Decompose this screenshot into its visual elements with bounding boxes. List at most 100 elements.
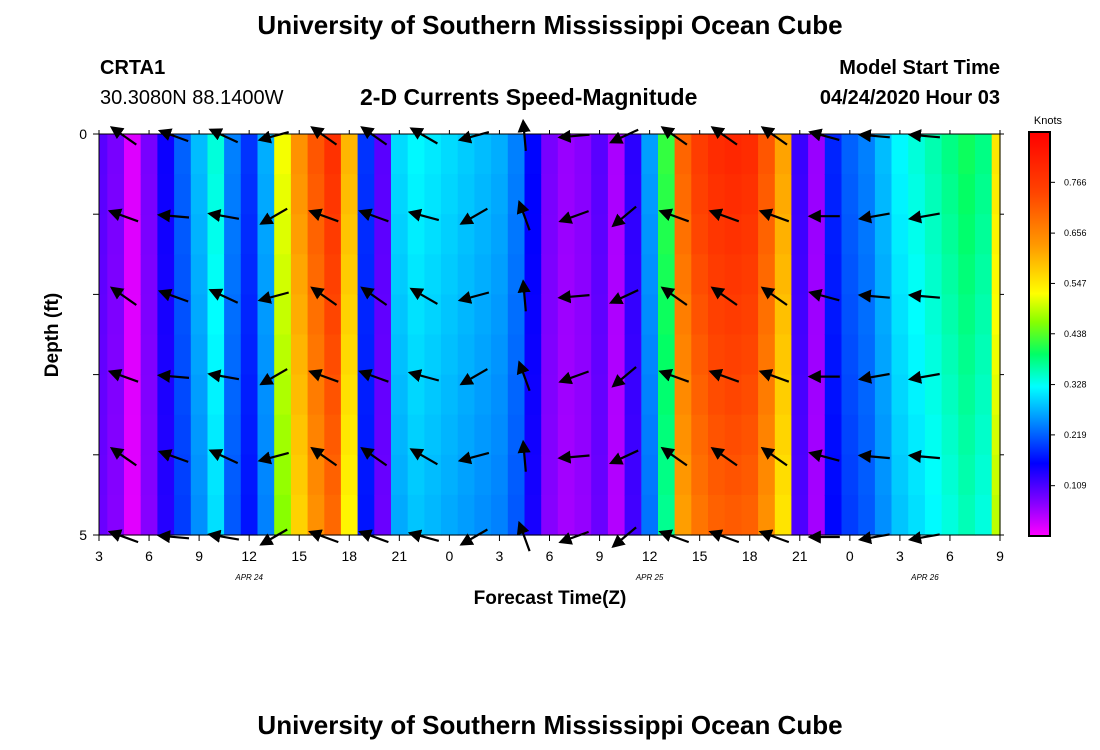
current-arrow [360,446,388,467]
heatmap-cell [507,254,526,295]
heatmap-cell [741,134,759,175]
heatmap-cell [724,174,742,215]
heatmap-cell [708,334,726,376]
heatmap-cell [374,334,392,376]
heatmap-cell [891,334,909,376]
heatmap-cell [557,254,576,295]
heatmap-cell [491,414,509,456]
heatmap-cell [674,414,692,456]
heatmap-cell [908,214,926,255]
heatmap-cell [607,294,626,336]
heatmap-cell [708,494,726,536]
heatmap-cell [607,374,626,416]
heatmap-cell [190,334,209,376]
heatmap-cell [658,374,676,416]
heatmap-cell [391,494,409,536]
heatmap-cell [891,414,909,456]
heatmap-cell [374,214,392,255]
heatmap-cell [624,214,642,255]
heatmap-cell [591,454,609,496]
heatmap-cell [407,214,425,255]
heatmap-cell [140,414,158,456]
heatmap-cell [758,254,776,295]
heatmap-cell [557,334,576,376]
heatmap-cell [307,254,325,295]
heatmap-cell [791,334,809,376]
current-arrow [710,286,738,306]
heatmap-cell [207,134,225,175]
current-arrow [208,449,239,465]
current-arrow [358,529,389,544]
current-arrow [708,208,740,223]
heatmap-cell [124,494,142,536]
heatmap-cell [975,494,993,536]
station-location: 30.3080N 88.1400W [100,87,284,109]
heatmap-cell [858,454,876,496]
heatmap-cell [474,374,492,416]
heatmap-cell [791,414,809,456]
heatmap-cell [958,214,976,255]
heatmap-cell [858,254,876,295]
heatmap-cell [207,214,225,255]
heatmap-cell [307,294,325,336]
heatmap-cell [274,254,292,295]
heatmap-cell [658,454,676,496]
heatmap-cell [274,494,292,536]
heatmap-cell [774,334,793,376]
heatmap-cell [240,374,259,416]
heatmap-cell [541,454,559,496]
heatmap-cell [274,214,292,255]
heatmap-cell [107,414,125,456]
heatmap-cell [174,374,192,416]
current-arrow [407,208,440,222]
heatmap-cell [824,334,843,376]
heatmap-cell [441,294,459,336]
heatmap-cell [574,414,592,456]
heatmap-cell [641,214,659,255]
heatmap-cell [174,334,192,376]
heatmap-cell [340,334,359,376]
current-arrow [710,126,738,146]
heatmap-cell [174,294,192,336]
x-date-label: APR 25 [635,573,664,582]
heatmap-cell [190,214,209,255]
current-arrow [907,210,940,224]
heatmap-cell [441,174,459,215]
heatmap-cell [841,254,859,295]
heatmap-cell [157,294,175,336]
current-arrow [660,286,688,306]
heatmap-cell [157,334,175,376]
current-arrow [109,446,137,467]
heatmap-cell [174,454,192,496]
heatmap-cell [340,254,359,295]
heatmap-cell [441,334,459,376]
current-arrow [857,129,890,143]
heatmap-cell [357,294,375,336]
heatmap-cell [724,294,742,336]
heatmap-cell [991,174,1001,215]
heatmap-cell [691,174,709,215]
heatmap-cell [975,374,993,416]
heatmap-cell [357,174,375,215]
heatmap-cell [991,334,1001,376]
heatmap-cell [190,374,209,416]
heatmap-cell [641,334,659,376]
current-arrow [109,286,137,306]
current-arrow [409,287,438,305]
heatmap-cell [541,294,559,336]
x-axis-label: Forecast Time(Z) [474,588,627,609]
heatmap-cell [574,334,592,376]
heatmap-cell [140,454,158,496]
heatmap-cell [808,374,826,416]
heatmap-cell [791,494,809,536]
x-tick-label: 6 [546,548,554,564]
heatmap-cell [307,454,325,496]
heatmap-cell [941,134,959,175]
model-start-value: 04/24/2020 Hour 03 [819,87,1000,109]
heatmap-cell [257,454,275,496]
current-arrow [611,205,637,228]
heatmap-cell [474,294,492,336]
heatmap-cell [841,494,859,536]
current-arrow [107,208,139,223]
heatmap-cell [340,374,359,416]
